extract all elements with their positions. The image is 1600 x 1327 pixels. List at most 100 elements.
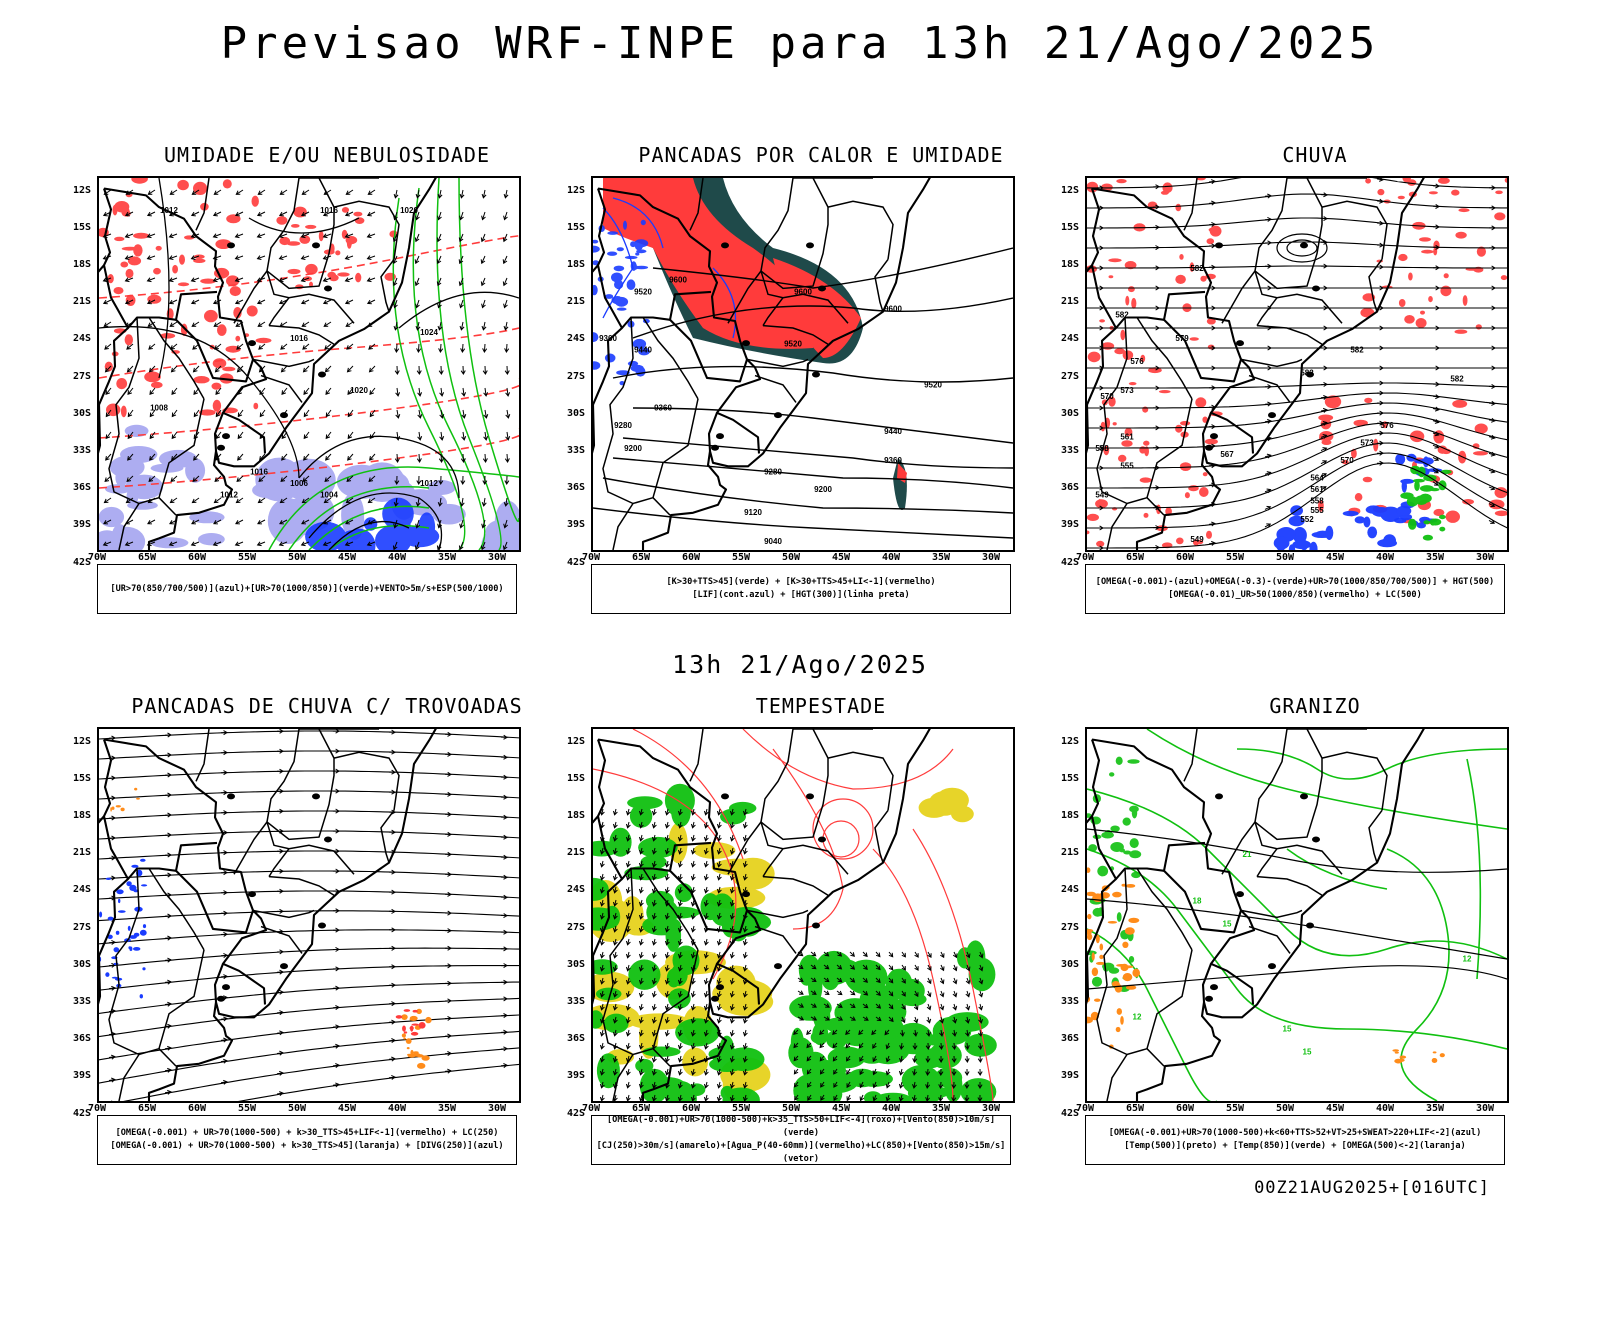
panel-chuva: CHUVA 582 582 579 576 582 582 582 573 570 576 573 56… xyxy=(1061,143,1600,776)
state-borders xyxy=(602,178,894,550)
lon-tick-label: 35W xyxy=(437,552,457,563)
lat-tick-label: 21S xyxy=(72,296,91,308)
lon-tick-label: 55W xyxy=(1225,552,1245,563)
contour-label: 9360 xyxy=(654,404,672,413)
lon-tick-label: 50W xyxy=(781,1103,801,1114)
legend-line: [LIF](cont.azul) + [HGT(300)](linha pret… xyxy=(692,590,910,600)
legend-line: [OMEGA(-0.001) + UR>70(1000-500) + k>30_… xyxy=(110,1141,504,1151)
coastline-borders xyxy=(1087,729,1425,1101)
lat-tick-label: 18S xyxy=(566,810,585,822)
omega500-orange xyxy=(1392,1049,1407,1064)
lake xyxy=(1268,963,1276,970)
contour-label: 12 xyxy=(1133,1013,1142,1022)
lon-tick-label: 60W xyxy=(1175,1103,1195,1114)
lat-tick-label: 30S xyxy=(72,407,91,419)
lat-tick-label: 30S xyxy=(72,958,91,970)
contour-label: 9360 xyxy=(884,456,902,465)
contour-label: 1016 xyxy=(320,206,338,215)
lake xyxy=(312,793,320,800)
lat-tick-label: 21S xyxy=(566,296,585,308)
lon-tick-label: 45W xyxy=(1325,1103,1345,1114)
lat-tick-label: 39S xyxy=(1060,519,1079,531)
legend-line: [Temp(500)](preto) + [Temp(850)](verde) … xyxy=(1124,1141,1466,1151)
lon-tick-label: 65W xyxy=(137,1103,157,1114)
contour-label: 582 xyxy=(1300,369,1314,378)
lat-tick-label: 27S xyxy=(566,921,585,933)
contour-label: 1020 xyxy=(350,386,368,395)
contour-label: 1016 xyxy=(250,467,268,476)
lon-tick-label: 45W xyxy=(831,1103,851,1114)
contour-label: 1016 xyxy=(290,334,308,343)
lake xyxy=(1306,371,1314,378)
coastline-borders xyxy=(593,729,931,1101)
contour-label: 549 xyxy=(1095,491,1109,500)
map-plot: 1012 1016 1020 1016 1024 1020 1008 1016 1012 1006… xyxy=(99,178,519,550)
lake xyxy=(1236,891,1244,898)
state-borders xyxy=(1096,729,1388,1101)
lat-tick-label: 42S xyxy=(72,556,91,568)
contour-label: 582 xyxy=(1450,374,1464,383)
contour-label: 1012 xyxy=(420,479,438,488)
state-borders xyxy=(1096,178,1388,550)
jet-yellow xyxy=(918,787,974,823)
lake xyxy=(806,793,814,800)
lake xyxy=(711,444,719,451)
lake xyxy=(711,995,719,1002)
forecast-time-title: 13h 21/Ago/2025 xyxy=(672,650,928,679)
legend-line: [OMEGA(-0.001)-(azul)+OMEGA(-0.3)-(verde… xyxy=(1095,577,1495,587)
lon-tick-label: 35W xyxy=(437,1103,457,1114)
lake xyxy=(1312,285,1320,292)
lake xyxy=(721,242,729,249)
lake xyxy=(1205,995,1213,1002)
lat-tick-label: 24S xyxy=(566,884,585,896)
lat-tick-label: 27S xyxy=(1060,921,1079,933)
lake xyxy=(1300,793,1308,800)
contour-label: 1020 xyxy=(400,206,418,215)
lake xyxy=(818,285,826,292)
legend-line: [UR>70(850/700/500)](azul)+[UR>70(1000/8… xyxy=(110,583,504,594)
lat-tick-label: 42S xyxy=(72,1107,91,1119)
lat-tick-label: 24S xyxy=(72,333,91,345)
state-borders xyxy=(108,178,400,550)
contour-label: 558 xyxy=(1310,497,1324,506)
contour-label: 9520 xyxy=(924,380,942,389)
panel-pancadas_calor: PANCADAS POR CALOR E UMIDADE 9600 9520 9600… xyxy=(567,143,1151,776)
lon-tick-label: 40W xyxy=(1375,552,1395,563)
map-plot: 9600 9520 9600 9600 9360 9440 9520 9520 9360 9280… xyxy=(593,178,1013,550)
lon-tick-label: 55W xyxy=(237,1103,257,1114)
lat-tick-label: 33S xyxy=(72,445,91,457)
lake xyxy=(716,433,724,440)
run-timestamp: 00Z21AUG2025+[016UTC] xyxy=(1254,1178,1490,1198)
contour-label: 18 xyxy=(1193,896,1202,905)
thunder-orange xyxy=(110,787,140,812)
lon-tick-label: 65W xyxy=(1125,1103,1145,1114)
lat-tick-label: 15S xyxy=(72,221,91,233)
map-plot xyxy=(593,729,997,1101)
lat-tick-label: 24S xyxy=(1060,884,1079,896)
lon-tick-label: 50W xyxy=(1275,552,1295,563)
contour-label: 12 xyxy=(1463,955,1472,964)
lon-tick-label: 35W xyxy=(1425,552,1445,563)
wind-vectors xyxy=(102,189,511,550)
lat-tick-label: 12S xyxy=(72,184,91,196)
coastline-borders xyxy=(99,178,437,550)
lon-tick-label: 65W xyxy=(631,1103,651,1114)
lon-tick-label: 30W xyxy=(1475,552,1495,563)
panel-title: PANCADAS DE CHUVA C/ TROVOADAS xyxy=(131,694,523,718)
lon-tick-label: 70W xyxy=(87,552,107,563)
lat-tick-label: 30S xyxy=(566,958,585,970)
thunder-orange xyxy=(401,1008,432,1069)
lat-tick-label: 39S xyxy=(566,1070,585,1082)
lake xyxy=(324,836,332,843)
map-plot xyxy=(99,729,519,1101)
lon-tick-label: 55W xyxy=(237,552,257,563)
contour-label: 1024 xyxy=(420,328,438,337)
contour-label: 9280 xyxy=(764,467,782,476)
lif-blue-contours xyxy=(593,219,650,386)
lon-tick-label: 30W xyxy=(981,1103,1001,1114)
map-plot: 21 18 15 12 12 15 15 xyxy=(1087,729,1507,1101)
lake xyxy=(227,793,235,800)
contour-label: 9600 xyxy=(794,287,812,296)
coastline-borders xyxy=(1087,178,1425,550)
lon-tick-label: 60W xyxy=(187,1103,207,1114)
